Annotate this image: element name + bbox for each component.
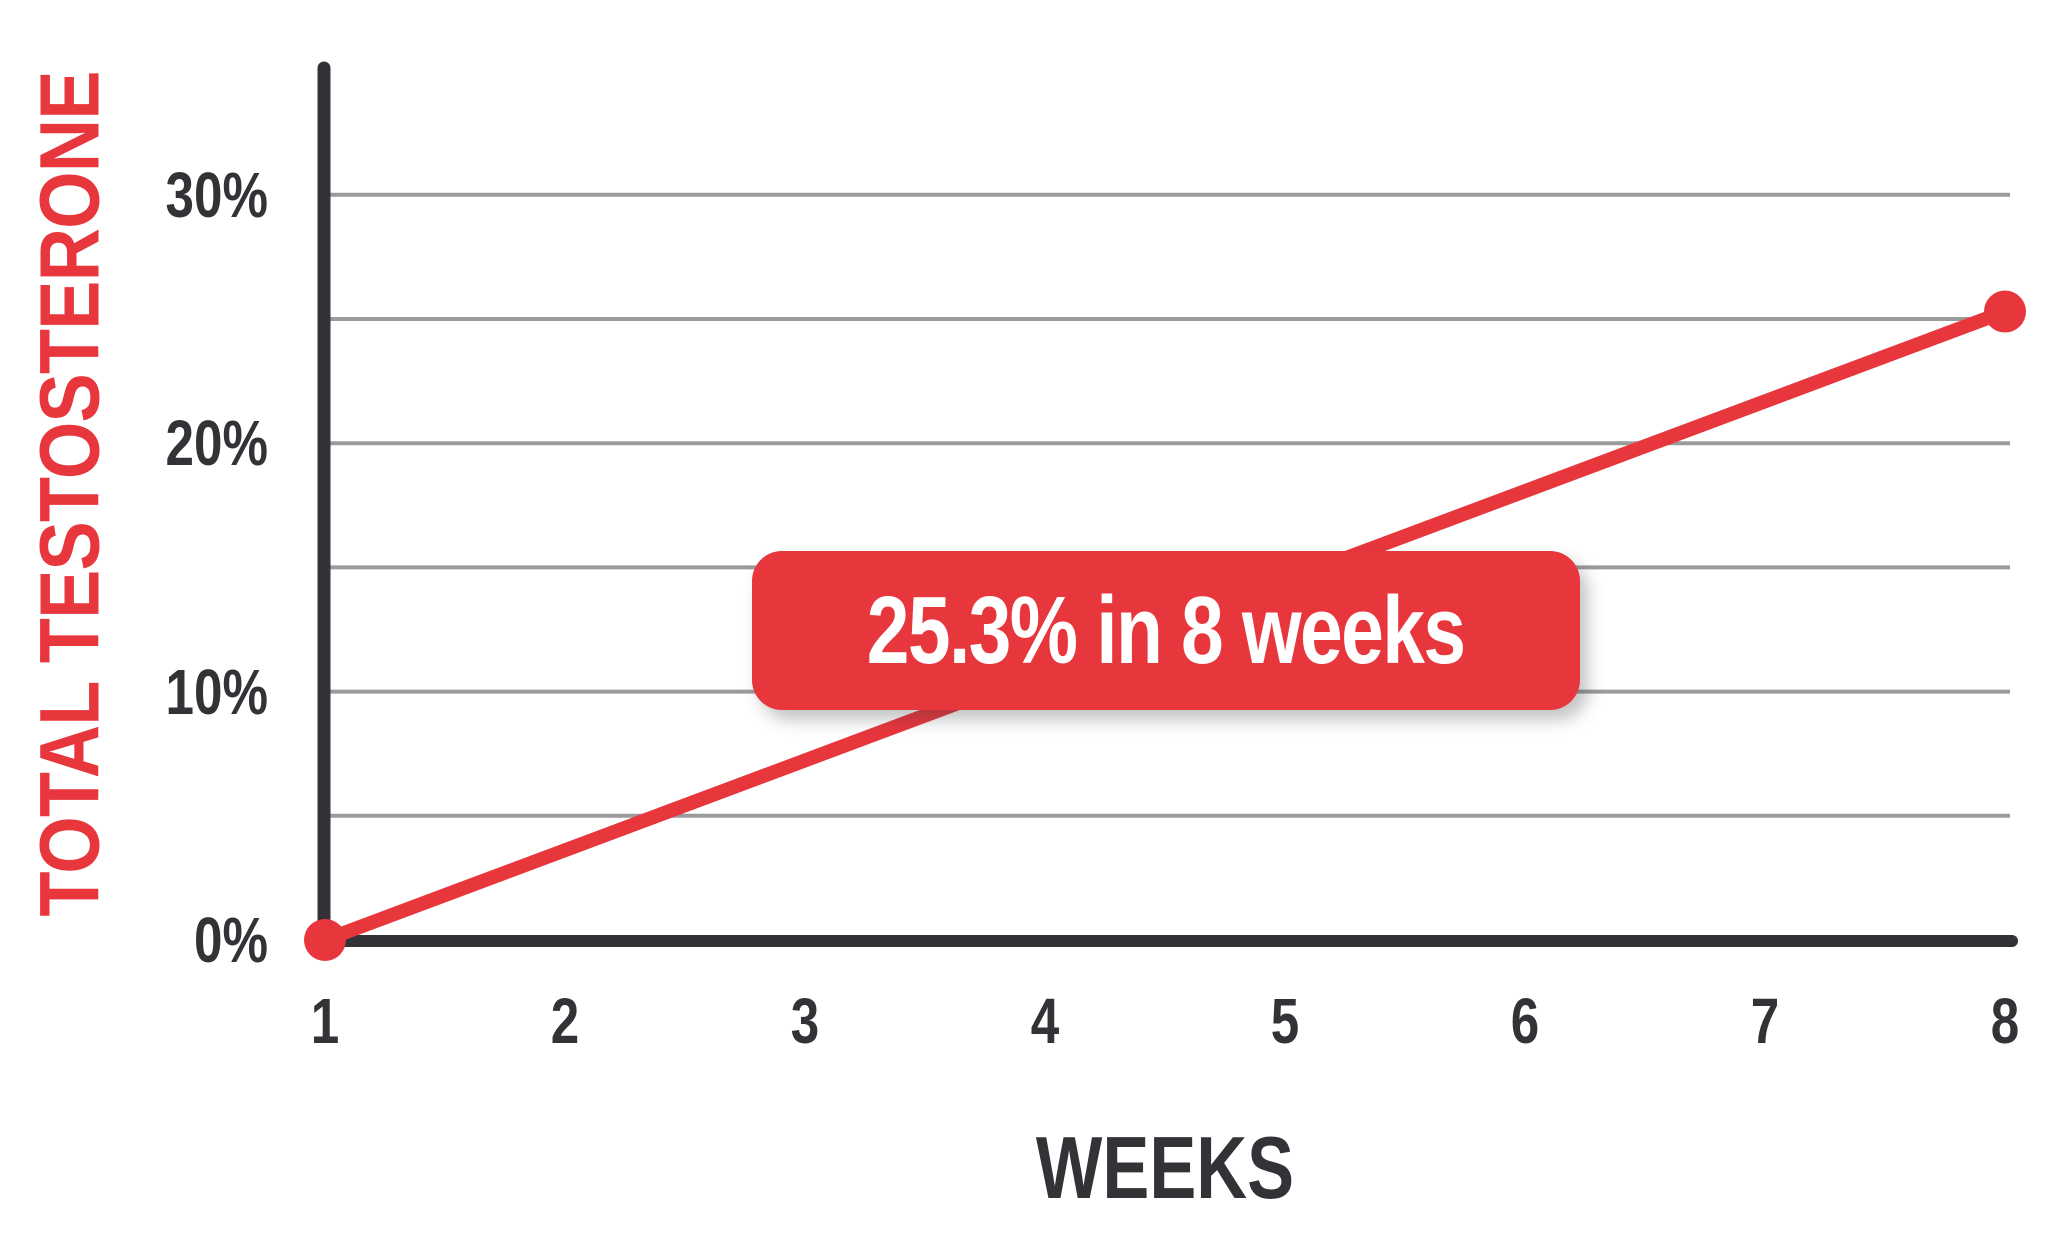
x-tick-label: 5 [1270,985,1300,1057]
data-point [304,919,346,961]
x-tick-label: 4 [1030,985,1060,1057]
x-tick-label: 7 [1750,985,1780,1057]
x-axis-title: WEEKS [1035,1118,1295,1217]
data-point [1984,290,2026,333]
annotation-text: 25.3% in 8 weeks [867,576,1466,684]
y-tick-label: 30% [165,158,268,231]
y-tick-label: 0% [194,904,268,976]
y-tick-label: 20% [165,407,268,480]
x-tick-label: 6 [1510,985,1540,1057]
y-tick-label: 10% [165,655,268,728]
x-tick-label: 2 [550,985,580,1057]
x-tick-label: 3 [790,985,820,1057]
annotation-badge: 25.3% in 8 weeks [752,551,1580,710]
x-tick-label: 1 [310,985,340,1057]
x-tick-label: 8 [1990,985,2020,1057]
